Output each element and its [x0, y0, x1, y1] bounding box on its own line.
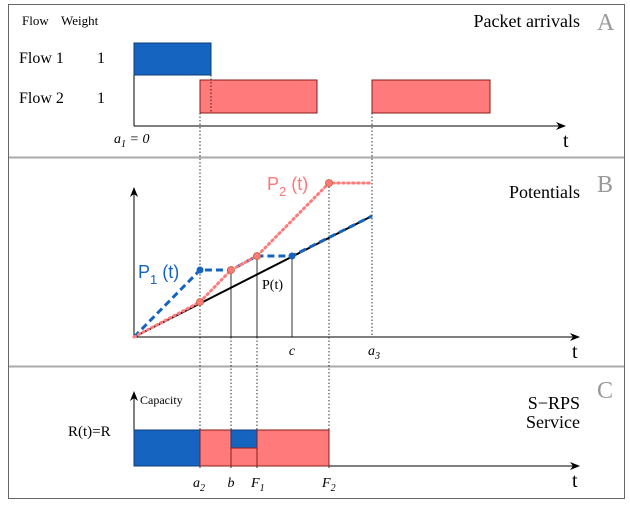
- axis-b-t-label: t: [572, 341, 578, 363]
- a3-label: a3: [368, 344, 380, 362]
- a3-subscript: 3: [374, 351, 380, 362]
- vertical-guides: [199, 75, 373, 468]
- flow-1-weight: 1: [97, 50, 105, 67]
- service-flow1-main: [133, 429, 201, 467]
- f2-subscript: 2: [331, 483, 336, 494]
- p2-line: [132, 181, 374, 339]
- p1-rest: (t): [157, 262, 179, 282]
- panel-c: C S−RPS Service t Capacity R(t)=R a2 b F…: [68, 378, 613, 494]
- p2-point-a2: [196, 298, 204, 306]
- p2-point-f2: [325, 179, 333, 187]
- p1-point-a2: [196, 266, 204, 274]
- service-flow2-a2-b: [199, 429, 232, 467]
- panel-title-a: Packet arrivals: [474, 11, 580, 31]
- p2-label: P2 (t): [267, 174, 308, 199]
- p1-main: P: [138, 262, 150, 282]
- p2-point-f1: [253, 252, 261, 260]
- flow-2-name: Flow 2: [19, 90, 64, 107]
- c-label: c: [289, 344, 296, 359]
- p1-label: P1 (t): [138, 262, 179, 287]
- service-flow2-f1-f2: [256, 429, 330, 467]
- p1-subscript: 1: [150, 272, 157, 287]
- axis-a-t-label: t: [563, 130, 569, 152]
- pt-label: P(t): [262, 278, 283, 293]
- a1-subscript: 1: [121, 139, 126, 150]
- f1-label: F1: [250, 476, 265, 494]
- figure-frame: [8, 4, 625, 499]
- p1-point-c: [288, 252, 296, 260]
- p1-line: [132, 214, 373, 339]
- p2-rest: (t): [286, 174, 308, 194]
- panel-a: A Packet arrivals Flow Weight Flow 1 1 F…: [19, 10, 615, 152]
- flow-1-name: Flow 1: [19, 50, 64, 67]
- axis-c-t-label: t: [572, 470, 578, 492]
- column-header-flow: Flow: [22, 13, 49, 28]
- flow-1-packet: [133, 42, 212, 76]
- vertical-guides-lower: [230, 183, 330, 468]
- capacity-label: Capacity: [140, 393, 183, 407]
- service-flow2-shared: [230, 447, 258, 467]
- panel-title-b: Potentials: [509, 182, 580, 202]
- a1-label: a1 = 0: [114, 132, 149, 150]
- panel-letter-a: A: [597, 10, 615, 36]
- flow-2-packet-2: [371, 79, 491, 114]
- panel-letter-b: B: [597, 172, 613, 198]
- rate-label: R(t)=R: [68, 424, 111, 440]
- p2-subscript: 2: [279, 184, 286, 199]
- service-flow1-shared: [230, 429, 258, 449]
- panel-title-c-line2: Service: [526, 412, 580, 432]
- a1-main: a: [114, 132, 121, 147]
- panel-letter-c: C: [597, 378, 613, 404]
- a3-main: a: [368, 344, 375, 359]
- p2-main: P: [267, 174, 279, 194]
- a2-label: a2: [193, 476, 205, 494]
- p2-point-b: [227, 266, 235, 274]
- b-label: b: [228, 476, 235, 491]
- f1-main: F: [250, 476, 260, 491]
- vertical-guides-solid: [230, 256, 293, 337]
- a2-main: a: [193, 476, 200, 491]
- panel-b: B Potentials t P2 (t) P1 (t) P(t) c a3: [130, 172, 613, 363]
- column-header-weight: Weight: [61, 13, 99, 28]
- a2-subscript: 2: [200, 483, 205, 494]
- f2-main: F: [321, 476, 331, 491]
- flow-2-packet-1: [199, 79, 318, 114]
- flow-2-weight: 1: [97, 90, 105, 107]
- f1-subscript: 1: [260, 483, 265, 494]
- a1-rest: = 0: [126, 132, 149, 147]
- f2-label: F2: [321, 476, 336, 494]
- panel-title-c-line1: S−RPS: [528, 393, 580, 413]
